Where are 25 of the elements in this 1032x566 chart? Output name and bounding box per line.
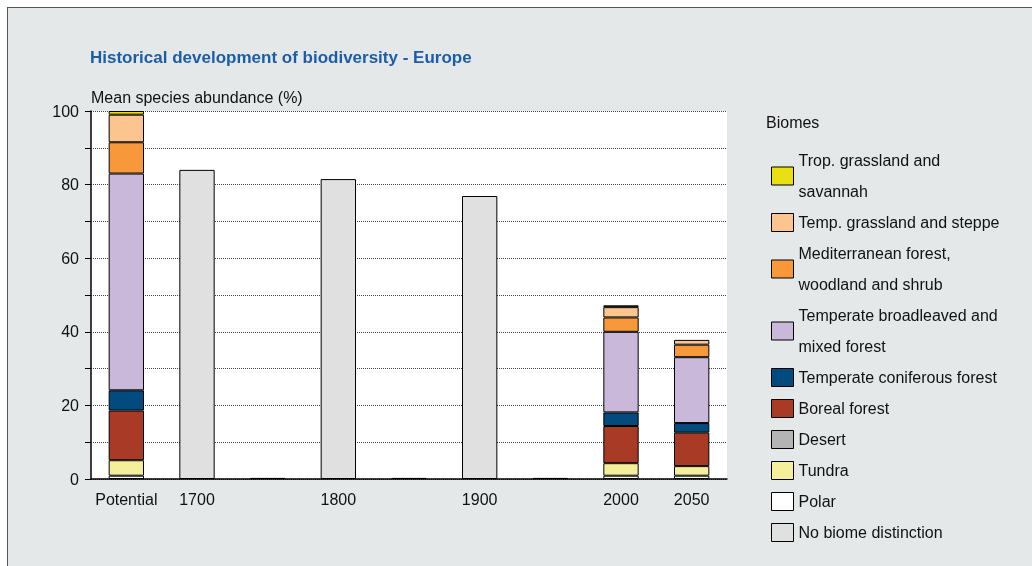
y-tick-label: 20 [61,396,80,414]
legend-label: Desert [798,431,847,448]
x-tick-label: 2000 [603,490,639,508]
legend-label: Temperate coniferous forest [798,369,998,386]
x-tick-label: 1700 [179,490,215,508]
legend-label: Polar [798,493,837,510]
legend-label: Temp. grassland and steppe [798,214,1000,231]
x-tick-label: 1900 [461,490,498,508]
x-tick-label: 1800 [320,490,357,508]
legend-title: Biomes [766,113,820,131]
legend-label: Tundra [798,462,849,479]
y-tick-label: 40 [61,323,80,341]
x-tick-label: Potential [95,490,158,508]
legend-label: Trop. grassland and savannah [798,152,945,200]
chart-title: Historical development of biodiversity - Europe [90,48,472,67]
legend-label: Boreal forest [798,400,890,417]
legend-label: No biome distinction [798,524,943,541]
legend-label: Mediterranean forest, woodland and shrub [797,245,956,293]
x-tick-label: 2050 [673,490,710,508]
y-tick-label: 80 [61,176,80,194]
y-axis-title: Mean species abundance (%) [91,88,303,106]
y-tick-label: 60 [61,249,80,267]
y-tick-label: 0 [70,470,80,488]
legend-label: Temperate broadleaved and mixed forest [798,307,1003,355]
y-tick-label: 100 [52,102,80,120]
